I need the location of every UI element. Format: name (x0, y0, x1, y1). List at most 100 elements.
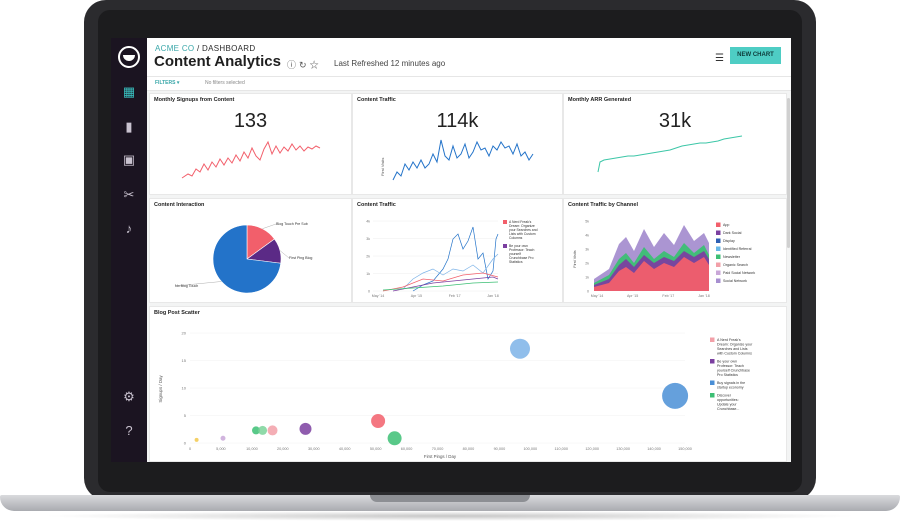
legend-label: yourself Crunchbase (717, 369, 750, 373)
card-content-traffic-lines[interactable]: Content Traffic 0 1k 2k 3k 4k May '14 Apr '15 F… (352, 198, 563, 303)
scatter-chart: 0 5 10 15 20 0 5,000 10,000 20,000 30,000 40,000 50… (158, 331, 753, 460)
legend-label: Be your own (509, 244, 528, 248)
series-line (412, 226, 499, 292)
x-tick-label: Jan '18 (487, 294, 498, 298)
y-tick-label: 2k (366, 255, 370, 259)
card-content-interaction[interactable]: Content Interaction Blog Touch Pre Sub Fi… (149, 198, 352, 303)
x-tick-label: Apr '15 (411, 294, 422, 298)
card-title: Content Traffic (357, 97, 396, 103)
signups-sparkline (181, 140, 321, 179)
legend-swatch (710, 393, 715, 398)
y-axis-label: Signups / Day (158, 375, 163, 403)
card-traffic-by-channel[interactable]: Content Traffic by Channel 0 1k 2k 3k 4k 5k Ma… (563, 198, 787, 303)
legend-label: Dark Social (723, 231, 742, 235)
title-icons: ⓘ↻☆ (287, 58, 322, 71)
pie-label: No Blog Touch (175, 284, 198, 288)
bell-icon[interactable]: ♪ (125, 221, 133, 236)
filters-status: No filters selected (205, 80, 245, 86)
info-icon[interactable]: ⓘ (287, 60, 300, 70)
help-icon[interactable]: ? (125, 423, 133, 438)
filters-bar: FILTERS ▾ No filters selected (147, 76, 791, 91)
pie-label: First Ping Blog (289, 256, 312, 260)
pie-leader-line (174, 281, 222, 287)
y-tick-label: 3k (585, 248, 589, 252)
series-line (382, 281, 499, 291)
pie-label: Blog Touch Pre Sub (276, 222, 308, 226)
scatter-point (220, 435, 226, 441)
y-tick-label: 5 (184, 413, 187, 418)
breadcrumb-org[interactable]: ACME CO (155, 44, 195, 53)
legend-swatch (503, 244, 507, 248)
gear-icon[interactable]: ⚙ (123, 389, 135, 404)
laptop-base (0, 495, 900, 511)
legend-label: startup economy (717, 386, 744, 390)
legend-label: A Nerd Freak's (717, 338, 741, 342)
y-tick-label: 3k (366, 237, 370, 241)
code-icon[interactable]: ▣ (122, 152, 136, 167)
bookmark-icon[interactable]: ▮ (125, 119, 133, 134)
legend-swatch (710, 380, 715, 385)
multi-line-chart: 0 1k 2k 3k 4k May '14 Apr '15 Feb '17 Jan '18 A N… (366, 220, 537, 299)
legend-label: App (723, 223, 729, 227)
y-tick-label: 1k (366, 272, 370, 276)
x-tick-label: 60,000 (401, 447, 413, 451)
x-tick-label: 150,000 (678, 447, 692, 451)
filters-label: FILTERS (155, 80, 176, 86)
scissors-icon[interactable]: ✂ (123, 187, 135, 202)
card-monthly-arr[interactable]: Monthly ARR Generated 31k (563, 93, 787, 195)
last-refreshed-text: Last Refreshed 12 minutes ago (334, 59, 446, 68)
axis-label: First Visits (573, 250, 577, 268)
legend-label: Be your own (717, 360, 737, 364)
dashboard-icon[interactable]: ▦ (122, 84, 136, 99)
sidebar: ▦ ▮ ▣ ✂ ♪ ⚙ ? (111, 38, 147, 462)
scatter-point (252, 426, 260, 435)
series-line (392, 276, 499, 292)
x-tick-label: 110,000 (555, 447, 568, 451)
legend-label: with Custom Columns (717, 352, 752, 356)
breadcrumb-section[interactable]: DASHBOARD (202, 44, 256, 53)
legend-swatch (716, 222, 721, 227)
legend-swatch (716, 270, 721, 275)
laptop-shadow (40, 511, 860, 521)
card-title: Monthly Signups from Content (154, 97, 235, 103)
card-content-traffic[interactable]: Content Traffic 114k First Visits (352, 93, 563, 195)
arr-sparkline (597, 135, 743, 173)
legend-label: Identified Referral (723, 247, 752, 251)
x-tick-label: 10,000 (246, 447, 258, 451)
x-tick-label: 70,000 (432, 447, 444, 451)
scrollbar[interactable] (787, 98, 790, 248)
y-tick-label: 4k (366, 220, 370, 224)
pie-chart: Blog Touch Pre Sub First Ping Blog No Blog… (174, 222, 312, 294)
star-icon[interactable]: ☆ (309, 60, 322, 70)
app-logo[interactable] (118, 46, 140, 68)
y-tick-label: 4k (585, 234, 589, 238)
y-tick-label: 2k (585, 262, 589, 266)
x-tick-label: 130,000 (616, 447, 630, 451)
card-title: Monthly ARR Generated (568, 97, 632, 103)
legend-label: Discover (717, 394, 732, 398)
card-title: Content Traffic (357, 202, 396, 208)
legend-swatch (716, 238, 721, 243)
x-tick-label: 40,000 (339, 447, 351, 451)
legend-label: opportunities: (717, 398, 739, 402)
legend-label: Dream: Organize (509, 224, 535, 228)
y-tick-label: 0 (184, 441, 187, 446)
menu-icon[interactable]: ☰ (715, 53, 724, 64)
new-chart-button[interactable]: NEW CHART (730, 47, 781, 64)
legend-label: Display (723, 239, 735, 243)
y-tick-label: 0 (368, 290, 370, 294)
x-tick-label: 120,000 (585, 447, 599, 451)
page-title: Content Analytics (154, 53, 281, 70)
scatter-point (299, 422, 312, 435)
x-tick-label: 50,000 (370, 447, 382, 451)
pie-slice (212, 224, 282, 294)
refresh-icon[interactable]: ↻ (299, 60, 310, 70)
legend-swatch (710, 337, 715, 342)
card-blog-post-scatter[interactable]: Blog Post Scatter 0 5 10 15 20 0 5,000 10,000 20… (149, 306, 787, 462)
x-tick-label: Apr '15 (627, 294, 638, 298)
legend-label: Dream: Organize your (717, 343, 753, 347)
legend-label: Social Network (723, 279, 747, 283)
filters-dropdown[interactable]: FILTERS ▾ (155, 80, 180, 86)
card-monthly-signups[interactable]: Monthly Signups from Content 133 (149, 93, 352, 195)
legend-swatch (716, 278, 721, 283)
